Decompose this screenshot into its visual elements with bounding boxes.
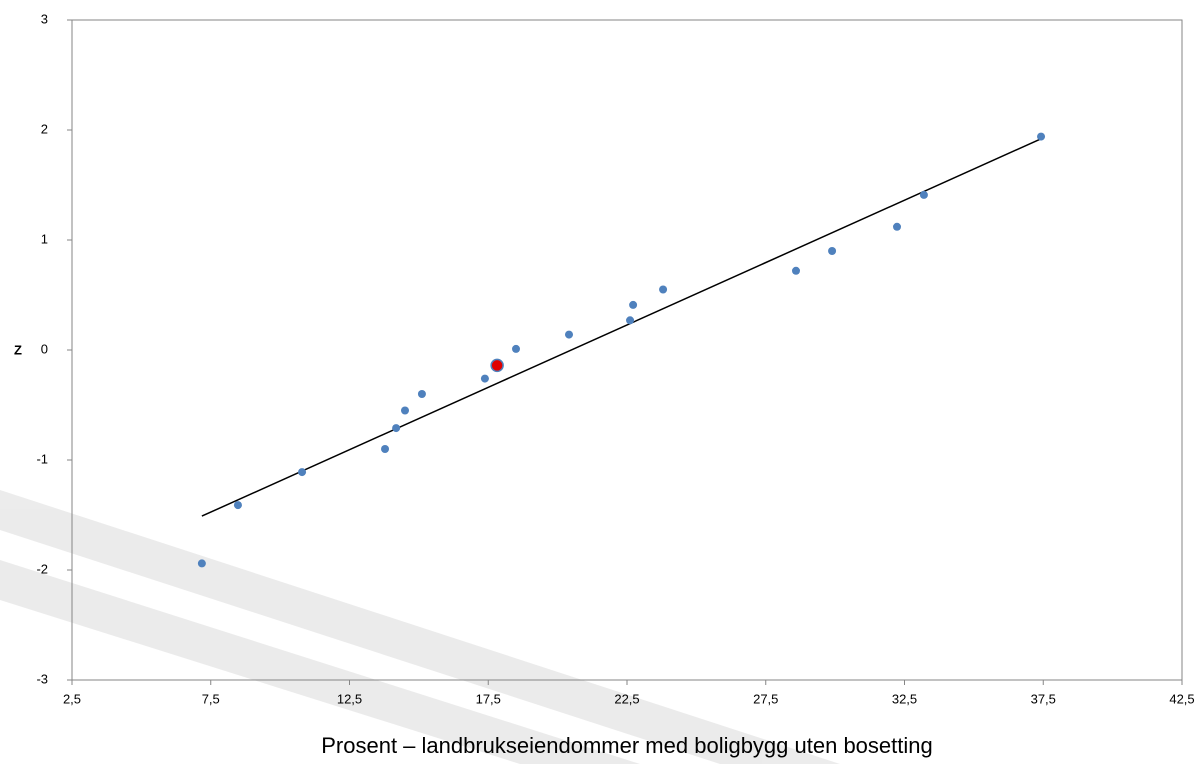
point [893, 222, 902, 231]
point [828, 247, 837, 255]
x-tick-label: 32,5 [892, 691, 917, 706]
y-axis-label: Z [14, 342, 22, 357]
x-tick-label: 12,5 [337, 691, 362, 706]
point [480, 374, 489, 383]
y-tick-label: 1 [41, 231, 48, 246]
y-tick-label: 0 [41, 341, 48, 356]
y-tick-label: -3 [36, 671, 48, 686]
y-tick-label: 3 [41, 11, 48, 26]
x-tick-label: 42,5 [1169, 691, 1194, 706]
point [233, 501, 242, 510]
point [197, 559, 206, 568]
x-tick-label: 27,5 [753, 691, 778, 706]
x-tick-label: 22,5 [614, 691, 639, 706]
x-tick-label: 2,5 [63, 691, 81, 706]
point [919, 190, 928, 199]
x-tick-label: 7,5 [202, 691, 220, 706]
point [401, 406, 409, 415]
y-tick-label: -2 [36, 561, 48, 576]
x-axis-label: Prosent – landbrukseiendommer med boligb… [321, 733, 933, 758]
point [791, 266, 800, 275]
point [565, 330, 574, 339]
watermark [0, 490, 840, 764]
y-tick-label: 2 [41, 121, 48, 136]
y-tick-label: -1 [36, 451, 48, 466]
point [659, 285, 668, 294]
point [417, 390, 426, 398]
point [1037, 132, 1046, 141]
point [629, 300, 638, 309]
x-tick-label: 37,5 [1031, 691, 1056, 706]
trend-line [201, 138, 1042, 517]
x-tick-label: 17,5 [476, 691, 501, 706]
point [512, 344, 520, 353]
highlight-point [490, 358, 504, 373]
point [298, 468, 307, 477]
point [392, 424, 401, 433]
point [381, 445, 390, 453]
point [626, 316, 635, 325]
